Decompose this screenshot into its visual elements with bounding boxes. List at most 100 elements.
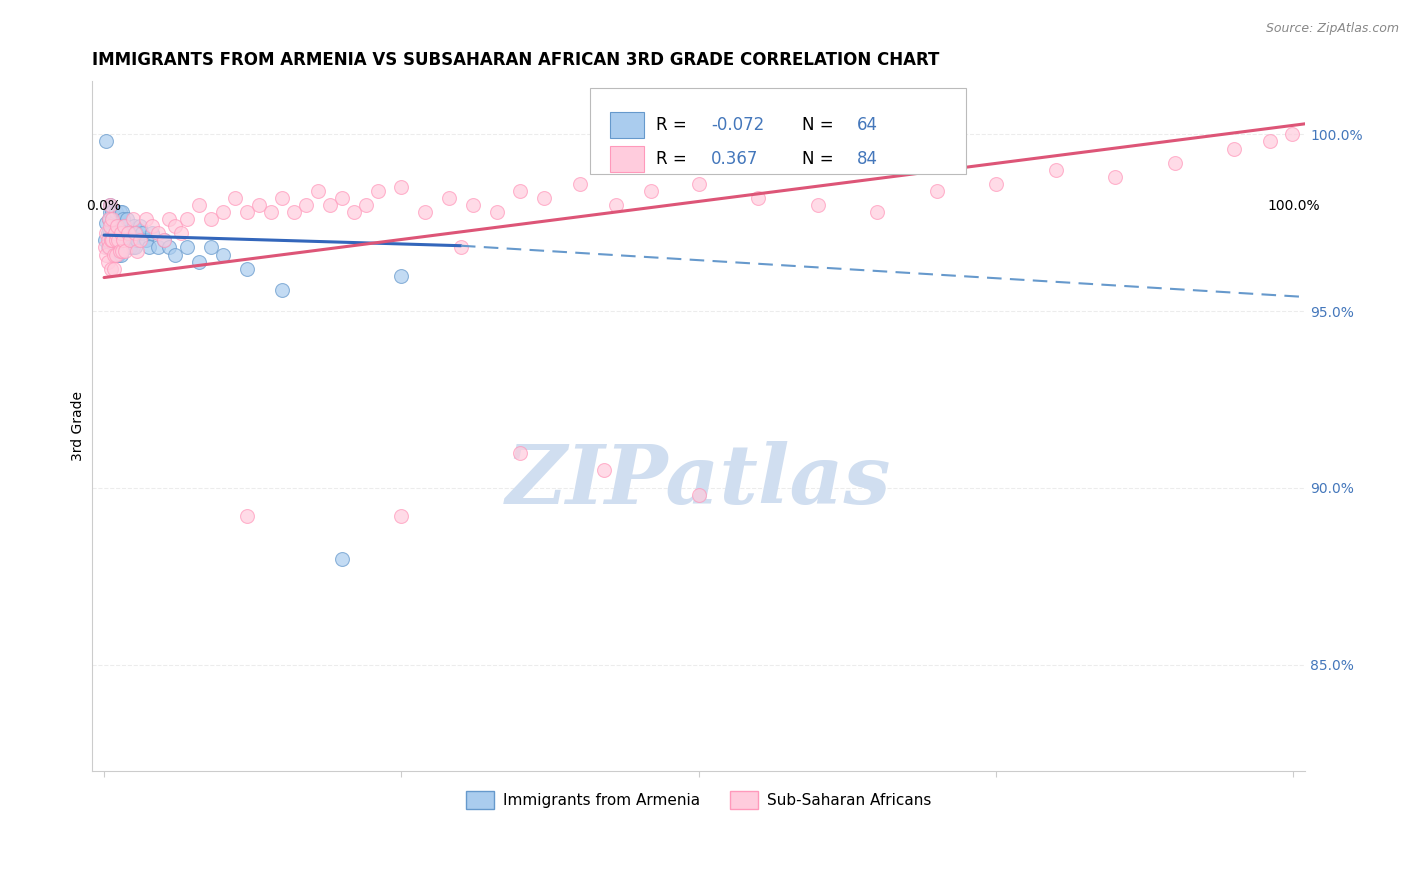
Point — [107, 247, 129, 261]
Text: -0.072: -0.072 — [711, 116, 765, 134]
Point — [122, 219, 145, 234]
Point — [94, 234, 117, 248]
Point — [120, 227, 142, 241]
Point — [97, 212, 120, 227]
Point — [1258, 135, 1281, 149]
Point — [605, 198, 627, 212]
Point — [111, 244, 134, 258]
Point — [100, 261, 122, 276]
Point — [98, 198, 121, 212]
Text: ZIPatlas: ZIPatlas — [506, 442, 891, 521]
Point — [127, 234, 149, 248]
Point — [112, 234, 135, 248]
Point — [247, 198, 270, 212]
Point — [141, 219, 163, 234]
Point — [271, 191, 294, 205]
Point — [96, 135, 118, 149]
Point — [107, 227, 129, 241]
Point — [212, 247, 235, 261]
Point — [283, 205, 305, 219]
Point — [747, 191, 769, 205]
Point — [104, 247, 127, 261]
Point — [295, 198, 318, 212]
Point — [105, 234, 128, 248]
Point — [111, 205, 134, 219]
Point — [170, 227, 193, 241]
Point — [146, 227, 169, 241]
Point — [101, 234, 124, 248]
Point — [212, 205, 235, 219]
Point — [135, 234, 157, 248]
Point — [115, 212, 138, 227]
Point — [866, 205, 889, 219]
Point — [96, 216, 118, 230]
Text: N =: N = — [801, 116, 839, 134]
Point — [176, 240, 198, 254]
Point — [124, 240, 146, 254]
Point — [108, 227, 131, 241]
Point — [330, 191, 353, 205]
Point — [165, 219, 187, 234]
Point — [112, 212, 135, 227]
Point — [112, 219, 135, 234]
Point — [391, 509, 413, 524]
Point — [152, 234, 174, 248]
Point — [1223, 141, 1246, 155]
Legend: Immigrants from Armenia, Sub-Saharan Africans: Immigrants from Armenia, Sub-Saharan Afr… — [460, 785, 938, 814]
Point — [98, 205, 121, 219]
Point — [101, 212, 124, 227]
Point — [121, 212, 143, 227]
Point — [98, 219, 121, 234]
Point — [111, 227, 134, 241]
Point — [107, 234, 129, 248]
Point — [1163, 155, 1185, 169]
Point — [100, 240, 122, 254]
Point — [103, 247, 125, 261]
Text: 0.0%: 0.0% — [87, 199, 121, 212]
Point — [131, 227, 153, 241]
Point — [343, 205, 366, 219]
Point — [97, 234, 120, 248]
Text: 84: 84 — [856, 150, 877, 168]
Point — [105, 247, 128, 261]
Point — [112, 219, 135, 234]
Point — [127, 244, 149, 258]
Point — [188, 198, 211, 212]
FancyBboxPatch shape — [589, 88, 966, 175]
Point — [354, 198, 377, 212]
Point — [121, 240, 143, 254]
Point — [128, 219, 150, 234]
Point — [319, 198, 342, 212]
Point — [391, 180, 413, 194]
Point — [688, 488, 710, 502]
Point — [367, 184, 389, 198]
Point — [224, 191, 246, 205]
Point — [141, 227, 163, 241]
Point — [96, 227, 118, 241]
Point — [110, 234, 132, 248]
Text: R =: R = — [657, 150, 697, 168]
Point — [104, 234, 127, 248]
Point — [104, 227, 127, 241]
Point — [1281, 128, 1303, 142]
Point — [533, 191, 555, 205]
Point — [159, 212, 181, 227]
Point — [97, 212, 120, 227]
Text: IMMIGRANTS FROM ARMENIA VS SUBSAHARAN AFRICAN 3RD GRADE CORRELATION CHART: IMMIGRANTS FROM ARMENIA VS SUBSAHARAN AF… — [93, 51, 939, 69]
Point — [103, 261, 125, 276]
Point — [1045, 162, 1067, 177]
Point — [307, 184, 329, 198]
Point — [165, 247, 187, 261]
Text: Source: ZipAtlas.com: Source: ZipAtlas.com — [1265, 22, 1399, 36]
Point — [259, 205, 281, 219]
Point — [437, 191, 460, 205]
Point — [509, 445, 531, 459]
Point — [98, 198, 121, 212]
Point — [117, 227, 139, 241]
Point — [110, 227, 132, 241]
Point — [236, 261, 259, 276]
Point — [114, 234, 136, 248]
Text: 0.367: 0.367 — [711, 150, 758, 168]
Point — [485, 205, 508, 219]
Point — [135, 212, 157, 227]
